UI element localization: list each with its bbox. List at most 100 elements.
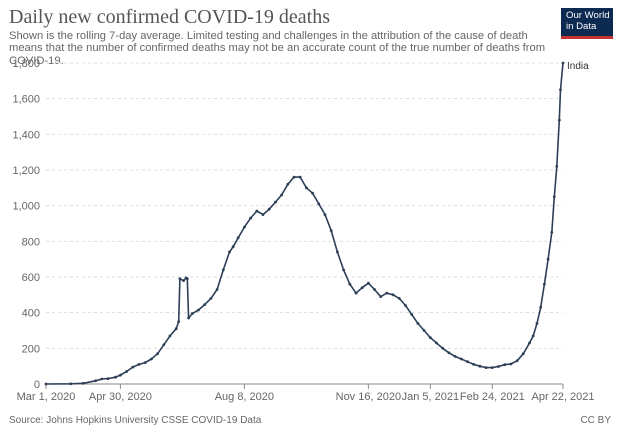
data-point (286, 182, 290, 186)
data-point (336, 250, 339, 254)
data-point (209, 297, 213, 300)
y-tick-label: 1,000 (12, 201, 40, 213)
data-point (280, 193, 283, 197)
data-point (125, 370, 128, 373)
data-point (435, 341, 438, 345)
data-point (404, 304, 407, 307)
data-point (348, 282, 352, 286)
data-point (503, 363, 507, 367)
x-tick-label: Aug 8, 2020 (215, 391, 274, 403)
data-point (515, 359, 519, 363)
data-point (317, 202, 321, 206)
data-point (274, 200, 277, 204)
data-point (267, 207, 271, 211)
data-point (174, 327, 178, 331)
y-tick-label: 400 (22, 308, 40, 320)
data-point (555, 165, 559, 168)
data-point (543, 282, 546, 286)
data-point (69, 382, 73, 386)
data-point (416, 322, 420, 325)
data-point (539, 305, 543, 309)
data-point (497, 365, 500, 368)
data-point (441, 346, 445, 350)
y-tick-label: 600 (22, 272, 40, 284)
data-point (447, 351, 451, 355)
y-tick-label: 1,400 (12, 129, 40, 141)
y-tick-label: 1,200 (12, 165, 40, 177)
data-point (150, 357, 153, 361)
data-point (466, 360, 469, 364)
data-point (311, 191, 314, 195)
data-point (215, 288, 219, 291)
x-tick-label: Apr 30, 2020 (89, 391, 152, 403)
data-point (367, 281, 370, 285)
y-tick-label: 0 (34, 379, 40, 391)
logo-line-2: in Data (566, 20, 597, 32)
data-point (231, 245, 235, 249)
data-point (292, 175, 296, 179)
data-point (81, 381, 85, 385)
data-point (459, 357, 463, 361)
data-point (360, 286, 364, 290)
data-point (228, 250, 231, 254)
data-point (509, 362, 513, 366)
data-point (185, 277, 189, 281)
data-point (550, 231, 554, 234)
data-point (94, 379, 97, 383)
license-link[interactable]: CC BY (580, 415, 611, 426)
data-point (197, 308, 200, 312)
series-layer: India (44, 61, 589, 386)
data-point (557, 118, 561, 122)
data-point (305, 186, 308, 190)
data-point (422, 329, 426, 332)
data-point (261, 213, 265, 217)
data-point (44, 382, 48, 386)
gridlines (46, 62, 563, 385)
data-point (531, 334, 535, 338)
data-point (131, 365, 135, 369)
owid-logo[interactable]: Our World in Data (561, 8, 613, 39)
data-point (137, 363, 141, 366)
data-point (156, 352, 160, 356)
data-point (453, 355, 457, 358)
logo-line-1: Our World (566, 10, 610, 21)
data-point (484, 366, 488, 369)
data-point (178, 277, 182, 281)
y-tick-label: 1,800 (12, 58, 40, 70)
data-point (243, 225, 246, 229)
data-point (100, 377, 104, 381)
data-point (552, 195, 556, 199)
series-line-india (45, 62, 564, 385)
data-point (249, 216, 253, 220)
x-tick-label: Mar 1, 2020 (17, 391, 76, 403)
x-tick-label: Jan 5, 2021 (402, 391, 460, 403)
data-point (397, 297, 401, 300)
chart-subtitle: Shown is the rolling 7-day average. Limi… (9, 30, 546, 67)
data-point (379, 295, 383, 298)
data-point (373, 288, 376, 291)
x-tick-label: Apr 22, 2021 (532, 391, 595, 403)
data-point (535, 322, 539, 325)
data-point (114, 375, 117, 379)
data-point (385, 291, 389, 295)
x-tick-label: Feb 24, 2021 (460, 391, 525, 403)
data-point (221, 268, 225, 272)
source-note: Source: Johns Hopkins University CSSE CO… (9, 415, 262, 426)
data-point (106, 377, 110, 380)
data-point (119, 373, 122, 377)
y-axis-ticks: 0 200 400 600 800 1,000 1,200 1,400 1,600 1,800 (12, 58, 40, 391)
data-point (490, 366, 494, 369)
data-point (561, 61, 565, 65)
data-point (528, 341, 531, 345)
chart-title: Daily new confirmed COVID-19 deaths (9, 6, 331, 28)
data-point (354, 291, 358, 295)
data-point (143, 361, 147, 364)
data-point (298, 175, 302, 179)
data-point (323, 213, 327, 217)
data-point (182, 279, 186, 282)
data-point (478, 364, 482, 368)
data-point (177, 320, 181, 323)
data-point (546, 257, 550, 261)
x-axis-ticks: Mar 1, 2020 Apr 30, 2020 Aug 8, 2020 Nov 16… (17, 384, 595, 403)
data-point (391, 293, 395, 297)
